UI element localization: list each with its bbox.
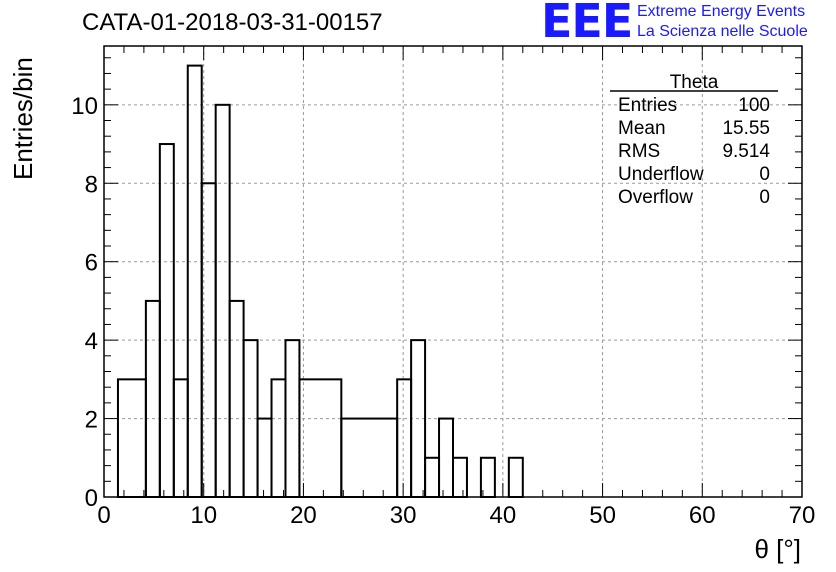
- stats-row-label: Entries: [618, 95, 677, 116]
- histogram-bin: [452, 456, 468, 499]
- histogram-bin: [256, 417, 273, 498]
- stats-row-label: Underflow: [618, 164, 704, 185]
- histogram-bin: [228, 299, 245, 499]
- stats-row-value: 0: [759, 164, 770, 185]
- histogram-bin: [298, 378, 343, 499]
- histogram-bin: [172, 378, 189, 499]
- y-tick-label: 4: [85, 328, 98, 355]
- logo-tagline-2: La Scienza nelle Scuole: [637, 23, 808, 40]
- stats-row-label: RMS: [618, 141, 660, 162]
- y-tick-label: 10: [71, 93, 98, 120]
- histogram-bin: [396, 378, 413, 499]
- stats-row-value: 9.514: [722, 141, 770, 162]
- histogram-bin: [186, 64, 203, 498]
- y-tick-label: 2: [85, 407, 98, 434]
- stats-row-label: Overflow: [618, 187, 693, 208]
- histogram-bin: [507, 456, 524, 499]
- x-tick-label: 10: [190, 502, 217, 529]
- x-tick-label: 30: [390, 502, 417, 529]
- stats-row-value: 0: [759, 187, 770, 208]
- plot-border: [103, 45, 803, 498]
- stats-row-value: 15.55: [722, 118, 770, 139]
- histogram-bars: [116, 64, 524, 499]
- stats-row-value: 100: [738, 95, 770, 116]
- y-tick-label: 6: [85, 250, 98, 277]
- eee-logo-mark: EEE: [541, 0, 633, 48]
- x-tick-label: 20: [290, 502, 317, 529]
- x-axis-label: θ [°]: [754, 534, 801, 564]
- histogram-bin: [158, 143, 175, 498]
- histogram-bin: [214, 103, 231, 499]
- x-tick-label: 60: [689, 502, 716, 529]
- stats-row-label: Mean: [618, 118, 666, 139]
- histogram-bin: [424, 456, 441, 499]
- plot-frame: [103, 45, 803, 498]
- histogram-bin: [438, 417, 455, 498]
- histogram-bin: [144, 299, 161, 499]
- histogram-bin: [270, 378, 287, 499]
- histogram-bin: [116, 378, 147, 499]
- y-tick-label: 0: [85, 485, 98, 512]
- stats-box-title: Theta: [670, 72, 719, 93]
- x-tick-label: 40: [490, 502, 517, 529]
- tick-labels: 0 10 20 30 40 50 60 70 0 2 4 6 8 10: [71, 93, 815, 529]
- x-tick-label: 50: [589, 502, 616, 529]
- histogram-bin: [340, 417, 399, 498]
- axis-ticks: [103, 46, 803, 498]
- chart-title: CATA-01-2018-03-31-00157: [82, 9, 383, 36]
- logo-tagline-1: Extreme Energy Events: [637, 3, 806, 20]
- x-tick-label: 70: [789, 502, 816, 529]
- y-tick-label: 8: [85, 171, 98, 198]
- x-tick-label: 0: [97, 502, 110, 529]
